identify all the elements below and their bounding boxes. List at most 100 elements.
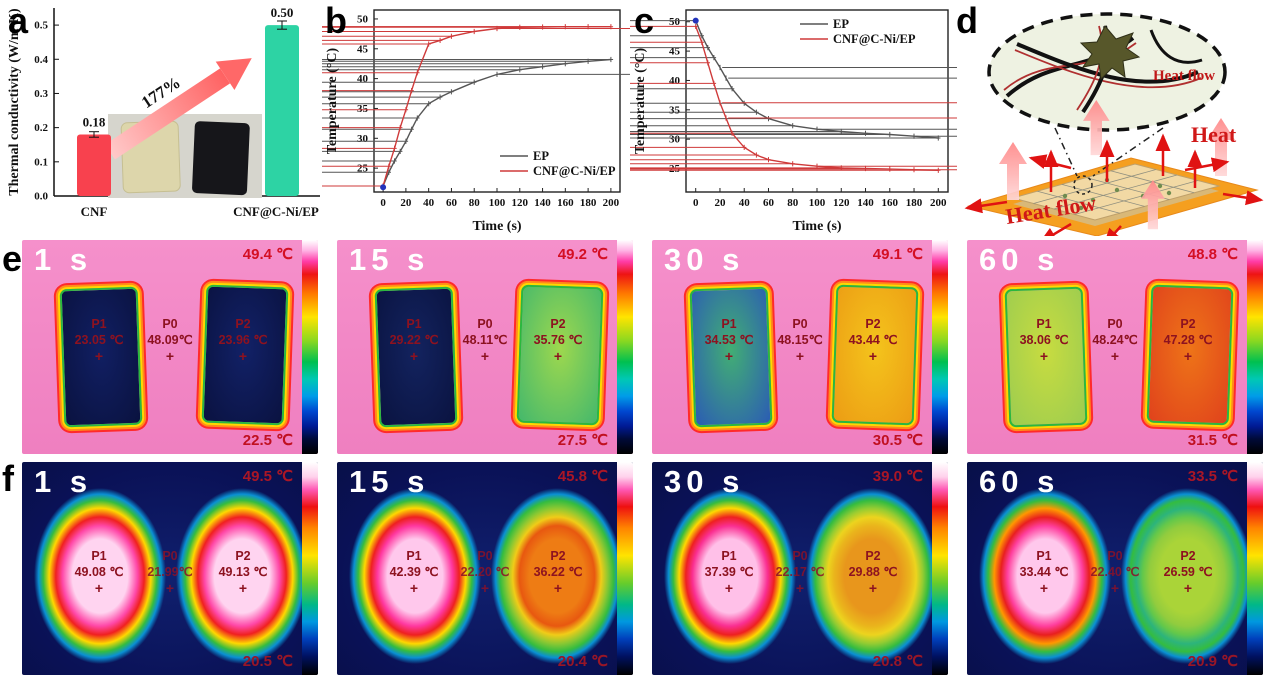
svg-text:35: 35 <box>357 103 369 115</box>
scale-min-temp: 20.5 ℃ <box>242 653 293 670</box>
color-scale-bar <box>617 462 633 675</box>
svg-text:0.5: 0.5 <box>34 20 48 32</box>
p2-crosshair: + <box>1183 579 1193 596</box>
p0-crosshair: + <box>165 579 175 596</box>
panel-c-label: c <box>634 0 655 41</box>
svg-text:180: 180 <box>580 197 597 209</box>
thermal-image: P1 38.06 ℃ + P0 48.24℃ + P2 47.28 ℃ + 60… <box>967 240 1263 454</box>
p1-crosshair: + <box>724 579 734 596</box>
filler-particle <box>1079 25 1141 81</box>
scale-max-temp: 33.5 ℃ <box>1187 468 1238 485</box>
p1-readout: P1 49.08 ℃ + <box>55 548 143 596</box>
sample-photo-inset <box>108 114 262 198</box>
p0-temp: 21.99℃ <box>147 565 193 580</box>
thermal-conductivity-bar-chart: 0.00.10.20.30.40.5 177%0.18CNF0.50CNF@C-… <box>7 5 320 219</box>
color-scale-bar <box>302 240 318 454</box>
p1-readout: P1 37.39 ℃ + <box>685 548 773 596</box>
p0-readout: P0 22.17 ℃ + <box>756 548 844 596</box>
p1-label: P1 <box>721 317 737 331</box>
panel-b-label: b <box>325 0 347 41</box>
sample-ep <box>979 488 1111 664</box>
p2-crosshair: + <box>553 347 563 364</box>
thermal-image: P1 42.39 ℃ + P0 22.20 ℃ + P2 36.22 ℃ + 1… <box>337 462 633 675</box>
svg-text:40: 40 <box>357 73 369 85</box>
svg-text:CNF@C-Ni/EP: CNF@C-Ni/EP <box>533 164 616 178</box>
p1-label: P1 <box>91 317 107 331</box>
svg-text:45: 45 <box>669 46 681 58</box>
p0-temp: 48.09℃ <box>147 333 193 348</box>
p0-temp: 22.20 ℃ <box>460 565 510 580</box>
svg-text:Temperature (°C): Temperature (°C) <box>633 48 648 155</box>
svg-text:40: 40 <box>423 197 435 209</box>
cooling-curve-line-chart: 020406080100120140160180200253035404550E… <box>630 9 957 234</box>
p0-temp: 48.11℃ <box>462 333 508 348</box>
svg-text:50: 50 <box>357 13 369 25</box>
elapsed-time-label: 60 s <box>979 242 1060 277</box>
p1-readout: P1 29.22 ℃ + <box>370 316 458 364</box>
p0-label: P0 <box>477 317 493 331</box>
color-scale-bar <box>932 240 948 454</box>
svg-text:30: 30 <box>357 133 369 145</box>
p1-label: P1 <box>1036 549 1052 563</box>
p2-label: P2 <box>235 549 251 563</box>
p0-readout: P0 22.40 ℃ + <box>1071 548 1159 596</box>
p2-label: P2 <box>550 549 566 563</box>
p1-readout: P1 38.06 ℃ + <box>1000 316 1088 364</box>
svg-text:CNF: CNF <box>81 204 108 219</box>
svg-text:60: 60 <box>446 197 458 209</box>
p1-readout: P1 42.39 ℃ + <box>370 548 458 596</box>
p0-readout: P0 48.24℃ + <box>1071 316 1159 364</box>
svg-text:0.18: 0.18 <box>83 115 106 130</box>
sample-ep <box>34 488 166 664</box>
heat-flow-ellipse-label: Heat flow <box>1153 68 1215 84</box>
elapsed-time-label: 1 s <box>34 464 93 499</box>
svg-text:0.0: 0.0 <box>34 191 48 203</box>
heat-flow-arrows-red <box>964 133 1264 236</box>
p2-temp: 26.59 ℃ <box>1163 565 1213 580</box>
elapsed-time-label: 30 s <box>664 464 745 499</box>
p0-readout: P0 48.09℃ + <box>126 316 214 364</box>
p0-crosshair: + <box>480 347 490 364</box>
thermal-image: P1 33.44 ℃ + P0 22.40 ℃ + P2 26.59 ℃ + 6… <box>967 462 1263 675</box>
sample-composite <box>176 488 308 664</box>
svg-text:20: 20 <box>400 197 412 209</box>
svg-text:0.50: 0.50 <box>271 5 294 20</box>
p2-temp: 23.96 ℃ <box>218 333 268 348</box>
color-scale-bar <box>1247 462 1263 675</box>
p1-crosshair: + <box>409 347 419 364</box>
scale-min-temp: 30.5 ℃ <box>872 432 923 449</box>
svg-text:Time (s): Time (s) <box>792 219 841 234</box>
p0-readout: P0 21.99℃ + <box>126 548 214 596</box>
p0-readout: P0 48.15℃ + <box>756 316 844 364</box>
thermal-row-cooling: P1 49.08 ℃ + P0 21.99℃ + P2 49.13 ℃ + 1 … <box>22 462 1263 675</box>
panel-d-label: d <box>956 0 978 41</box>
p0-temp: 22.17 ℃ <box>775 565 825 580</box>
scale-max-temp: 49.2 ℃ <box>557 246 608 263</box>
svg-text:Thermal conductivity (W/m·K): Thermal conductivity (W/m·K) <box>7 8 22 196</box>
svg-text:25: 25 <box>357 163 369 175</box>
svg-text:0: 0 <box>380 197 386 209</box>
p0-crosshair: + <box>795 579 805 596</box>
p2-crosshair: + <box>868 579 878 596</box>
thermal-image: P1 23.05 ℃ + P0 48.09℃ + P2 23.96 ℃ + 1 … <box>22 240 318 454</box>
svg-text:160: 160 <box>557 197 574 209</box>
p2-readout: P2 29.88 ℃ + <box>829 548 917 596</box>
p2-label: P2 <box>1180 317 1196 331</box>
p1-temp: 49.08 ℃ <box>74 565 124 580</box>
p2-label: P2 <box>235 317 251 331</box>
p0-label: P0 <box>1107 317 1123 331</box>
svg-text:0.4: 0.4 <box>34 54 48 66</box>
p2-crosshair: + <box>238 579 248 596</box>
heat-flow-schematic: Heat flow Heat Heat flow <box>964 12 1264 236</box>
p0-readout: P0 22.20 ℃ + <box>441 548 529 596</box>
p0-label: P0 <box>1107 549 1123 563</box>
svg-text:0: 0 <box>693 197 699 209</box>
scale-min-temp: 31.5 ℃ <box>1187 432 1238 449</box>
p2-temp: 29.88 ℃ <box>848 565 898 580</box>
svg-text:0.2: 0.2 <box>34 122 48 134</box>
heating-curve-line-chart: 0 20 40 60 80 100 120 140 160 180 200 25 30 35 40 45 50 E… <box>322 9 630 234</box>
thermal-image: P1 37.39 ℃ + P0 22.17 ℃ + P2 29.88 ℃ + 3… <box>652 462 948 675</box>
scale-max-temp: 49.1 ℃ <box>872 246 923 263</box>
svg-text:200: 200 <box>603 197 620 209</box>
